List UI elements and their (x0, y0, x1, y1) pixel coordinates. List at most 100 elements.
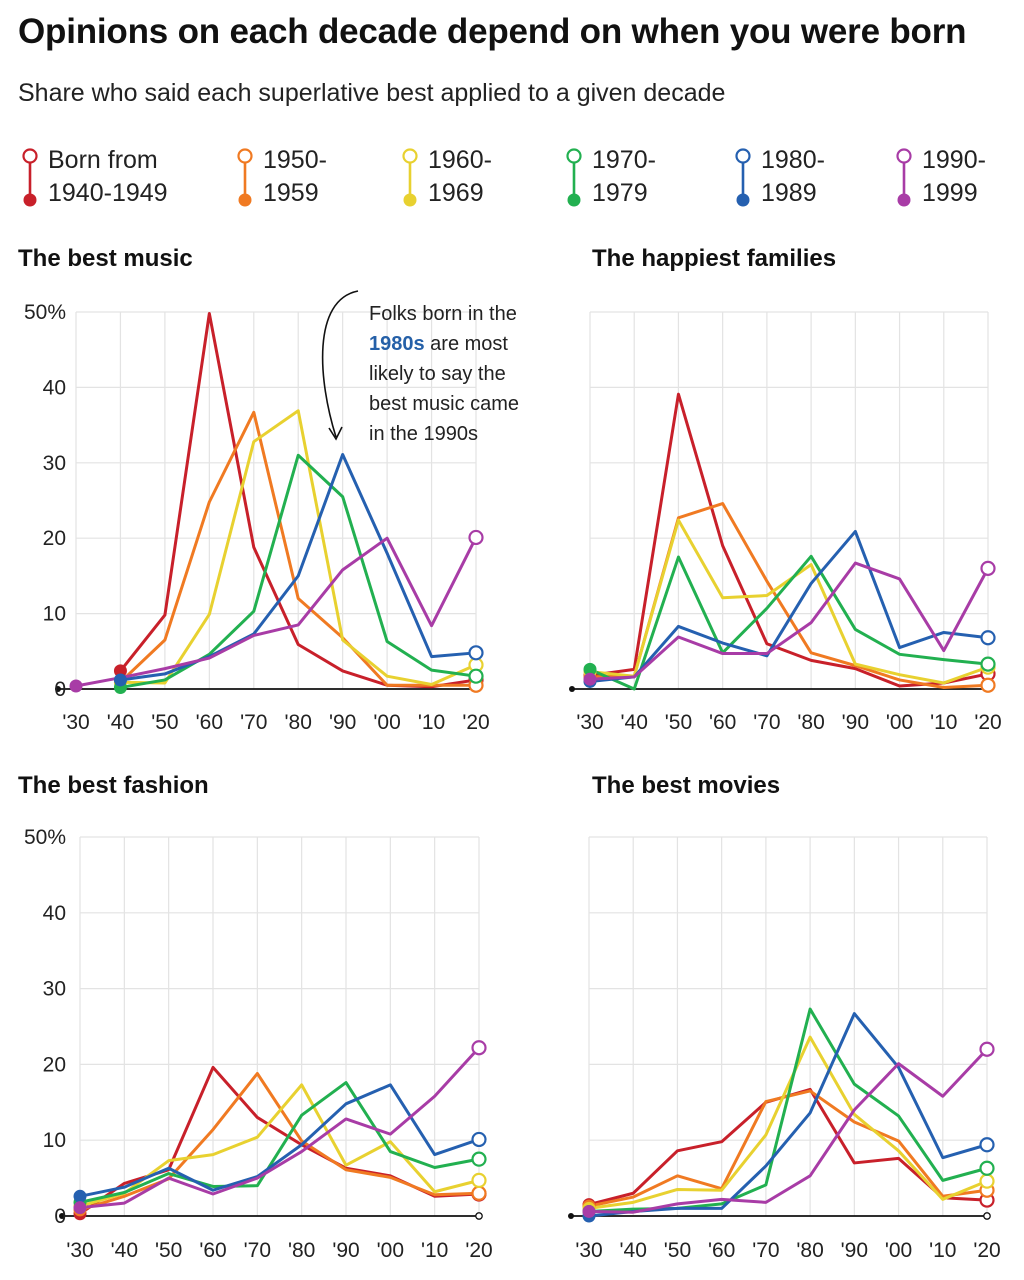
series-end-marker (979, 1041, 995, 1057)
x-tick-label: '20 (465, 1239, 492, 1262)
y-tick-label: 50% (24, 301, 66, 324)
x-tick-label: '50 (155, 1239, 182, 1262)
series-end-marker (471, 1185, 487, 1201)
x-tick-label: '50 (664, 1239, 691, 1262)
legend-label: 1950- 1959 (263, 146, 327, 207)
chart-title: Opinions on each decade depend on when y… (18, 12, 967, 51)
baseline-dot (55, 686, 61, 692)
series-end-marker (471, 1131, 487, 1148)
x-tick-label: '00 (885, 1239, 912, 1262)
arrowhead-icon (328, 426, 343, 441)
x-tick-label: '80 (796, 1239, 823, 1262)
x-tick-label: '40 (111, 1239, 138, 1262)
y-tick-label: 40 (43, 902, 66, 925)
x-tick-label: '30 (66, 1239, 93, 1262)
x-tick-label: '40 (621, 711, 648, 734)
y-tick-label: 20 (43, 527, 66, 550)
x-tick-label: '20 (462, 711, 489, 734)
series-end-marker (471, 1172, 487, 1188)
series-line (587, 1047, 989, 1214)
annotation-line: 1980s are most (369, 333, 508, 355)
series-start-marker (582, 1204, 596, 1218)
x-tick-label: '80 (285, 711, 312, 734)
series-line (118, 453, 478, 682)
x-tick-label: '60 (199, 1239, 226, 1262)
series-line (588, 561, 990, 681)
legend-label: 1990- 1999 (922, 146, 986, 207)
baseline-end-dot (983, 1212, 991, 1220)
x-tick-label: '70 (240, 711, 267, 734)
y-tick-label: 50% (24, 826, 66, 849)
series-start-marker (583, 672, 597, 686)
series-line (588, 529, 990, 683)
panel-title: The best music (18, 245, 193, 272)
x-tick-label: '70 (753, 711, 780, 734)
x-tick-label: '90 (332, 1239, 359, 1262)
series-end-marker (980, 656, 996, 672)
x-tick-label: '90 (841, 1239, 868, 1262)
series-line (74, 535, 478, 688)
annotation-line: likely to say the (369, 363, 506, 385)
series-line (118, 410, 478, 687)
series-line (587, 1035, 989, 1210)
series-end-marker (979, 1137, 995, 1153)
x-tick-label: '10 (418, 711, 445, 734)
series-start-marker (113, 673, 127, 687)
series-end-marker (468, 529, 484, 546)
y-tick-label: 0 (54, 678, 66, 701)
y-tick-label: 10 (43, 1129, 66, 1152)
series-line (78, 1046, 481, 1210)
x-tick-label: '60 (709, 711, 736, 734)
x-tick-label: '30 (62, 711, 89, 734)
y-tick-label: 30 (43, 978, 66, 1001)
x-tick-label: '50 (665, 711, 692, 734)
x-tick-label: '00 (886, 711, 913, 734)
panel-title: The happiest families (592, 245, 836, 272)
x-tick-label: '10 (930, 711, 957, 734)
series-start-marker (113, 664, 127, 678)
series-line (587, 1012, 989, 1218)
series-end-marker (979, 1173, 995, 1189)
x-tick-label: '20 (973, 1239, 1000, 1262)
series-end-marker (980, 630, 996, 646)
series-line (78, 1081, 481, 1204)
legend-label: 1960- 1969 (428, 146, 492, 207)
x-tick-label: '20 (974, 711, 1001, 734)
chart-panel-2: The happiest families '30 '40 '50 '60 '70 '80 '… (569, 245, 1002, 734)
chart-panel-3: The best fashion 50% 40 30 20 10 0'30 '40 '50 '60… (18, 772, 493, 1262)
annotation-line: best music came (369, 393, 519, 415)
series-line (588, 554, 990, 691)
legend-swatch-icon (735, 148, 751, 207)
x-tick-label: '80 (288, 1239, 315, 1262)
series-start-marker (73, 1201, 87, 1215)
x-tick-label: '00 (377, 1239, 404, 1262)
y-tick-label: 20 (43, 1053, 66, 1076)
panel-title: The best fashion (18, 772, 209, 799)
x-tick-label: '40 (107, 711, 134, 734)
legend-swatch-icon (22, 148, 38, 207)
x-tick-label: '80 (797, 711, 824, 734)
x-tick-label: '10 (929, 1239, 956, 1262)
chart-panel-4: The best movies '30 '40 '50 '60 '70 '80 '90 '00 '… (568, 772, 1001, 1262)
legend-swatch-icon (402, 148, 418, 207)
x-tick-label: '60 (196, 711, 223, 734)
legend-swatch-icon (566, 148, 582, 207)
panel-title: The best movies (592, 772, 780, 799)
annotation-arrow (321, 290, 359, 438)
series-end-marker (468, 645, 484, 661)
y-tick-label: 40 (43, 376, 66, 399)
legend-label: 1970- 1979 (592, 146, 656, 207)
series-start-marker (69, 679, 83, 693)
baseline-dot (569, 686, 575, 692)
baseline-dot (59, 1213, 65, 1219)
x-tick-label: '40 (620, 1239, 647, 1262)
baseline-dot (568, 1213, 574, 1219)
series-end-marker (980, 677, 996, 693)
baseline-end-dot (475, 1212, 483, 1220)
x-tick-label: '60 (708, 1239, 735, 1262)
annotation-line: in the 1990s (369, 423, 478, 445)
x-tick-label: '70 (752, 1239, 779, 1262)
x-tick-label: '90 (329, 711, 356, 734)
x-tick-label: '30 (576, 711, 603, 734)
series-line (118, 409, 478, 686)
